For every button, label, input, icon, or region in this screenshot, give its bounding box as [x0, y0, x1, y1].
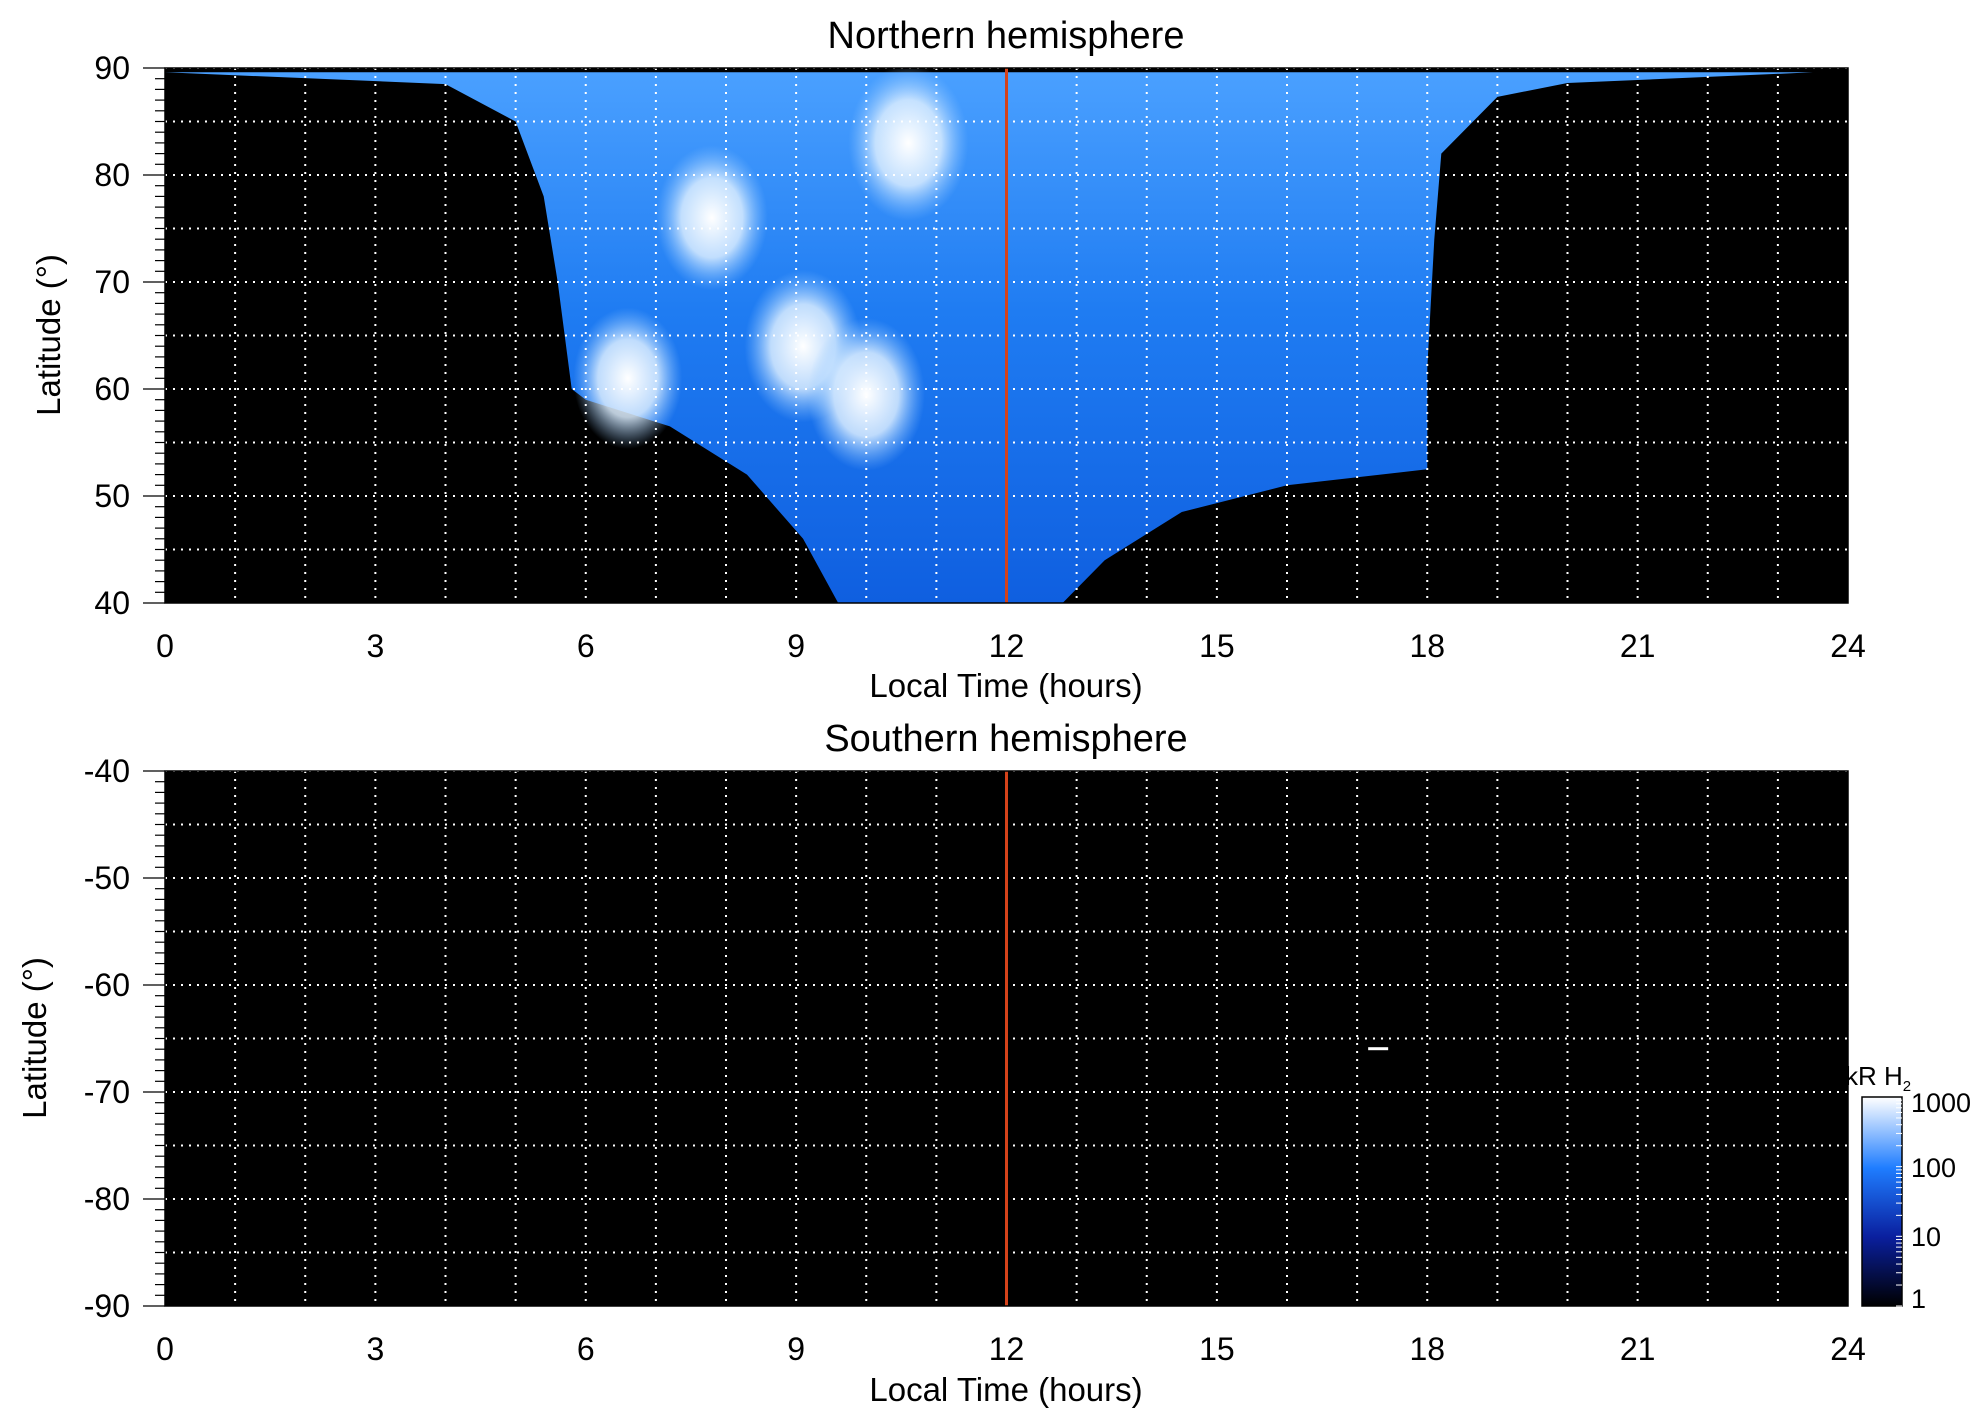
x-tick-label: 12 [989, 628, 1025, 664]
y-tick-label: 60 [94, 371, 130, 407]
x-axis-label: Local Time (hours) [869, 1371, 1142, 1408]
bright-feature [807, 318, 925, 471]
y-tick-label: 40 [94, 585, 130, 621]
y-tick-label: 80 [94, 157, 130, 193]
y-tick-label: -90 [84, 1288, 130, 1324]
x-tick-label: 9 [787, 1331, 805, 1367]
x-tick-label: 6 [577, 1331, 595, 1367]
colorbar-tick-labels: 1000 100 10 1 [1911, 1088, 1971, 1314]
y-minor-ticks [143, 770, 165, 1307]
heatmap-layer [1368, 1047, 1389, 1051]
y-tick-label: -70 [84, 1074, 130, 1110]
colorbar-gradient [1861, 1096, 1903, 1307]
panel-title: Northern hemisphere [828, 15, 1185, 57]
x-tick-label: 3 [366, 1331, 384, 1367]
bright-feature [656, 145, 768, 291]
x-tick-label: 3 [366, 628, 384, 664]
x-tick-label: 21 [1620, 1331, 1656, 1367]
colorbar-label: kR H2 [1845, 1061, 1911, 1095]
x-tick-label: 12 [989, 1331, 1025, 1367]
y-axis-label: Latitude (°) [30, 254, 67, 416]
x-tick-label: 0 [156, 628, 174, 664]
colorbar-tick-label: 1000 [1911, 1088, 1971, 1118]
panel-southern-hemisphere: Southern hemisphere -40 -50 -60 -70 -80 … [16, 718, 1866, 1408]
y-tick-label: -40 [84, 753, 130, 789]
colorbar-tick-label: 100 [1911, 1153, 1956, 1183]
x-tick-label: 21 [1620, 628, 1656, 664]
x-tick-label: 24 [1830, 1331, 1866, 1367]
colorbar-label-text: kR H [1845, 1061, 1903, 1091]
y-axis-label: Latitude (°) [16, 957, 53, 1119]
x-tick-label: 15 [1199, 628, 1235, 664]
y-minor-ticks [143, 67, 165, 604]
x-tick-label: 9 [787, 628, 805, 664]
colorbar-tick-label: 10 [1911, 1222, 1941, 1252]
colorbar: kR H2 1000 100 10 1 [1845, 1061, 1971, 1314]
bright-features [1368, 1047, 1389, 1051]
y-tick-label: -60 [84, 967, 130, 1003]
x-tick-labels: 0 3 6 9 12 15 18 21 24 [156, 628, 1866, 664]
y-tick-label: 50 [94, 478, 130, 514]
x-tick-label: 0 [156, 1331, 174, 1367]
emission-region [165, 72, 1813, 603]
x-tick-label: 18 [1409, 628, 1445, 664]
y-tick-labels: 40 50 60 70 80 90 [94, 50, 130, 621]
x-tick-label: 18 [1409, 1331, 1445, 1367]
x-tick-labels: 0 3 6 9 12 15 18 21 24 [156, 1331, 1866, 1367]
colorbar-ticks [1896, 1099, 1902, 1307]
y-tick-labels: -40 -50 -60 -70 -80 -90 [84, 753, 130, 1324]
x-tick-label: 6 [577, 628, 595, 664]
bright-feature [1368, 1047, 1389, 1051]
y-tick-label: 70 [94, 264, 130, 300]
panel-northern-hemisphere: Northern hemisphere 40 50 60 70 80 90 0 … [30, 15, 1866, 704]
bright-feature [573, 307, 683, 450]
colorbar-tick-label: 1 [1911, 1284, 1926, 1314]
bright-feature [848, 68, 969, 221]
x-tick-label: 24 [1830, 628, 1866, 664]
y-tick-label: -50 [84, 860, 130, 896]
panel-title: Southern hemisphere [824, 718, 1187, 760]
y-tick-label: -80 [84, 1181, 130, 1217]
y-tick-label: 90 [94, 50, 130, 86]
x-axis-label: Local Time (hours) [869, 667, 1142, 704]
x-tick-label: 15 [1199, 1331, 1235, 1367]
colorbar-label-subscript: 2 [1903, 1078, 1911, 1095]
